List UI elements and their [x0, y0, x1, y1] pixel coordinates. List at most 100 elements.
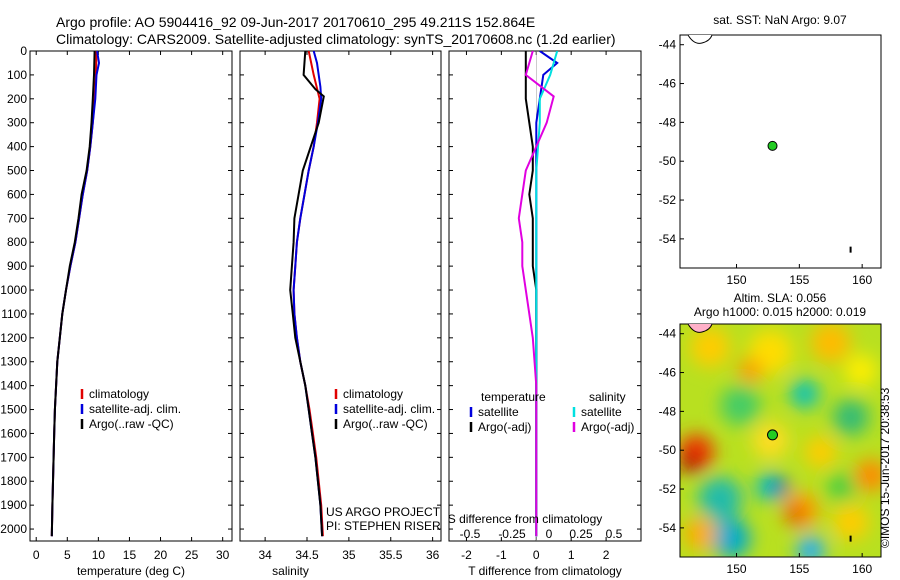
x-tick-label: 25: [185, 548, 199, 562]
x-tick-label: 150: [727, 562, 747, 576]
sst-map-frame: [679, 34, 882, 269]
sla-blob: [832, 504, 869, 541]
x-axis-label: salinity: [272, 564, 309, 578]
island: [849, 246, 852, 253]
x-tick-label: 2: [603, 548, 610, 562]
sla-blob: [680, 453, 701, 474]
sla-blob: [796, 536, 825, 557]
y-tick-label: -52: [659, 482, 677, 496]
x-tick-label: 30: [216, 548, 230, 562]
argo-position-marker: [767, 140, 778, 151]
sla-blob: [738, 358, 763, 383]
x-tick-label: 36: [426, 548, 440, 562]
legend-entry: Argo(..raw -QC): [343, 417, 428, 431]
legend-entry: Argo(-adj): [478, 420, 531, 434]
x2-tick-label: -0.25: [498, 527, 526, 541]
sla-field: [680, 324, 881, 557]
sla-map-title-1: Altim. SLA: 0.056: [734, 291, 827, 305]
imos-stamp: ©IMOS 15-Jun-2017 20:38:53: [878, 387, 892, 548]
series-line-argo-raw-qc-: [50, 51, 96, 537]
y-tick-label: 2000: [0, 522, 27, 536]
y-tick-label: -46: [659, 77, 677, 91]
y-tick-label: 1300: [0, 355, 27, 369]
y-tick-label: 600: [7, 187, 27, 201]
sla-blob: [854, 459, 881, 492]
sla-map: [679, 323, 882, 558]
y-tick-label: 0: [20, 44, 27, 58]
y-tick-label: 1400: [0, 379, 27, 393]
x-axis-label: temperature (deg C): [77, 564, 185, 578]
sla-blob: [790, 379, 819, 408]
coastline: [687, 34, 713, 44]
x-tick-label: 15: [123, 548, 137, 562]
x-tick-label: 0: [33, 548, 40, 562]
x-tick-label: 34: [258, 548, 272, 562]
sla-blob: [772, 479, 789, 496]
legend-entry: satellite: [478, 405, 519, 419]
x-tick-label: -1: [496, 548, 507, 562]
x-tick-label: 160: [852, 273, 872, 287]
x-tick-label: 1: [568, 548, 575, 562]
legend-entry: satellite: [581, 405, 622, 419]
y-tick-label: -48: [659, 115, 677, 129]
sla-blob: [684, 517, 717, 550]
argo-position-marker: [767, 429, 779, 441]
y-tick-label: 1600: [0, 426, 27, 440]
sla-blob: [698, 476, 743, 521]
x-tick-label: 160: [852, 562, 872, 576]
y-tick-label: 100: [7, 68, 27, 82]
x-tick-label: 155: [789, 273, 809, 287]
x2-axis-label: S difference from climatology: [448, 512, 603, 526]
x-tick-label: 20: [154, 548, 168, 562]
x-tick-label: 155: [789, 562, 809, 576]
sla-blob: [804, 436, 837, 469]
series-line-argo-raw-qc-: [289, 51, 325, 537]
y-tick-label: 1100: [1, 307, 27, 321]
sla-blob: [826, 473, 855, 502]
sla-blob: [810, 324, 851, 363]
y-tick-label: -48: [659, 404, 677, 418]
y-tick-label: 1500: [0, 403, 27, 417]
sla-blob: [832, 399, 869, 436]
legend-entry: climatology: [343, 387, 403, 401]
x-tick-label: 0: [533, 548, 540, 562]
legend-entry: climatology: [89, 387, 149, 401]
legend-group-title: temperature: [481, 390, 546, 404]
y-tick-label: -46: [659, 366, 677, 380]
x-tick-label: 10: [92, 548, 106, 562]
sla-blob: [752, 422, 789, 459]
y-tick-label: -44: [659, 38, 677, 52]
salinity-profile-panel: [239, 50, 442, 542]
sst-map: [679, 34, 882, 269]
y-tick-label: 200: [7, 92, 27, 106]
sla-map-frame: [679, 323, 882, 558]
x-tick-label: 5: [64, 548, 71, 562]
salinity-profile-series: [289, 51, 325, 537]
x-tick-label: 35.5: [379, 548, 403, 562]
x-tick-label: 35: [342, 548, 356, 562]
sla-blob: [690, 327, 731, 368]
y-tick-label: 800: [7, 235, 27, 249]
y-tick-label: 500: [7, 164, 27, 178]
temperature-profile-panel: [29, 50, 233, 542]
x-tick-label: 150: [727, 273, 747, 287]
y-tick-label: 1800: [0, 474, 27, 488]
y-tick-label: -50: [659, 154, 677, 168]
legend-entry: satellite-adj. clim.: [89, 402, 181, 416]
legend-entry: satellite-adj. clim.: [343, 402, 435, 416]
x2-tick-label: 0.5: [606, 527, 623, 541]
header-line-1: Argo profile: AO 5904416_92 09-Jun-2017 …: [56, 14, 536, 30]
sla-map-title-2: Argo h1000: 0.015 h2000: 0.019: [694, 305, 866, 319]
x-tick-label: -2: [461, 548, 472, 562]
annotation-pi: PI: STEPHEN RISER: [326, 519, 441, 533]
y-tick-label: -44: [659, 327, 677, 341]
difference-profile-frame: [448, 50, 642, 542]
y-tick-label: 1900: [0, 498, 27, 512]
x-axis-label: T difference from climatology: [468, 564, 622, 578]
y-tick-label: -54: [659, 232, 677, 246]
legend-group-title: salinity: [589, 390, 626, 404]
sla-blob: [844, 354, 877, 387]
temperature-profile-frame: [29, 50, 233, 542]
y-tick-label: 1000: [0, 283, 27, 297]
